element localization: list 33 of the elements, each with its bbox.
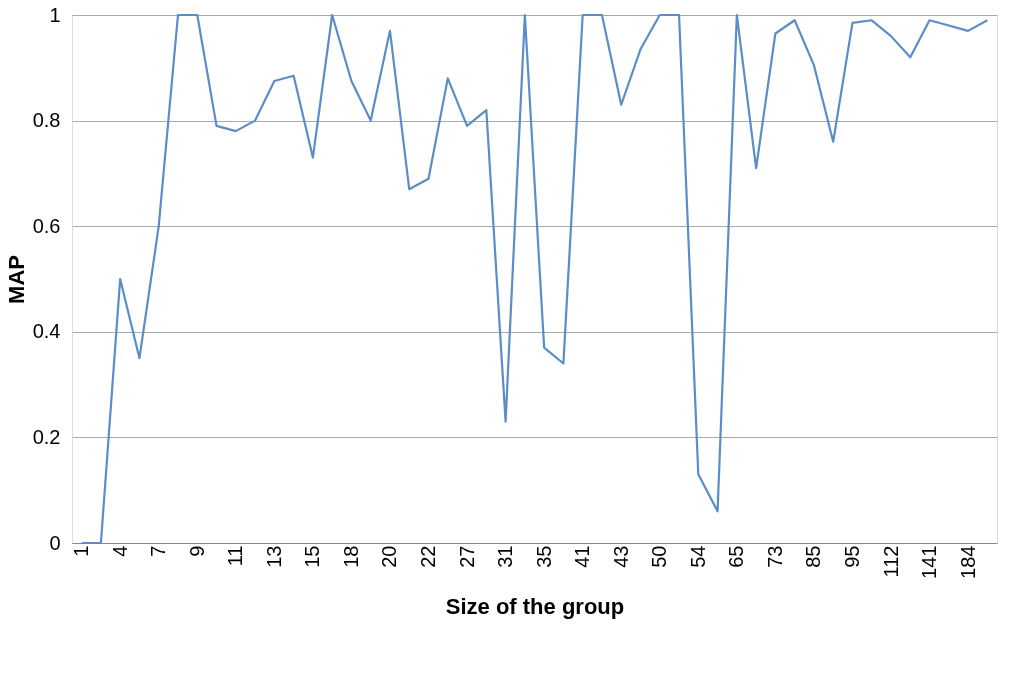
x-axis-title: Size of the group [445,593,625,619]
y-tick-label: 1 [49,3,61,26]
x-tick-label: 27 [455,545,478,568]
x-tick-label: 13 [262,545,285,568]
x-tick-label: 20 [378,545,401,568]
x-tick-label: 65 [725,545,748,568]
y-tick-label: 0 [49,531,61,554]
x-tick-label: 95 [840,545,863,568]
x-tick-label: 22 [417,545,440,568]
x-tick-label: 54 [686,545,709,568]
x-tick-label: 15 [301,545,324,568]
line-series [80,13,989,545]
x-tick-label: 43 [609,545,632,568]
x-tick-label: 11 [224,545,247,567]
x-tick-label: 1 [70,545,93,557]
x-tick-label: 7 [147,545,170,557]
x-tick-label: 112 [879,545,902,578]
y-tick-label: 0.6 [32,214,61,237]
y-tick-label: 0.8 [32,109,61,132]
x-tick-label: 4 [108,545,131,557]
x-tick-label: 73 [763,545,786,568]
y-tick-label: 0.2 [32,425,61,448]
x-tick-label: 35 [532,545,555,568]
x-tick-label: 184 [956,545,979,579]
x-tick-label: 31 [494,545,517,568]
x-tick-label: 9 [185,545,208,557]
y-tick-label: 0.4 [32,320,61,343]
x-tick-label: 50 [648,545,671,568]
x-tick-label: 85 [802,545,825,568]
y-axis-title: MAP [3,255,29,304]
x-tick-label: 18 [339,545,362,568]
x-tick-label: 141 [918,545,941,579]
x-tick-label: 41 [571,545,594,568]
